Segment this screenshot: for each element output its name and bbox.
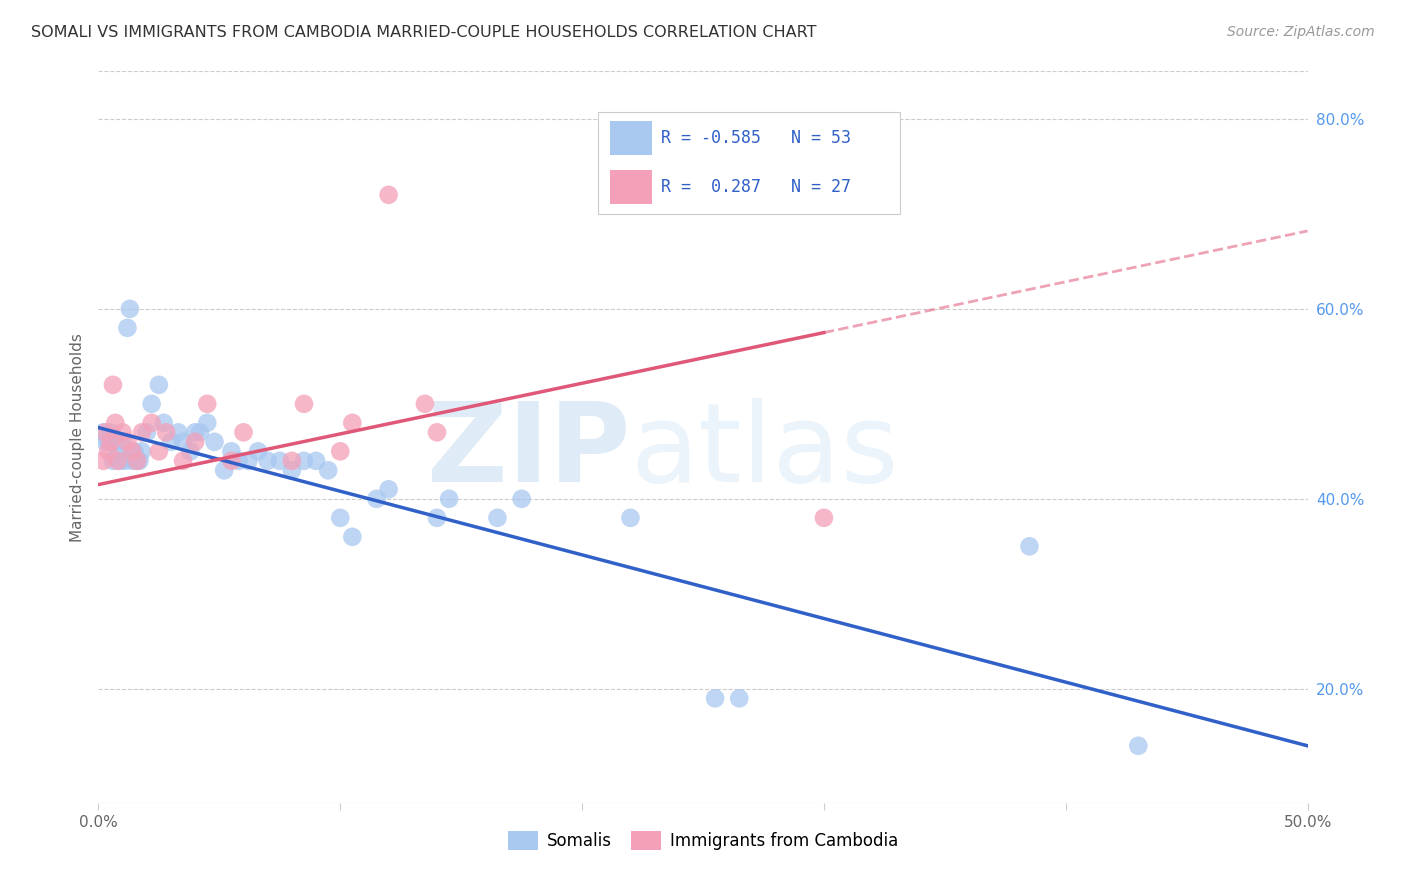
Point <box>131 444 153 458</box>
Point <box>128 454 150 468</box>
Point <box>188 425 211 440</box>
Point <box>152 416 174 430</box>
Point <box>179 444 201 458</box>
Point <box>221 454 243 468</box>
Point <box>228 454 250 468</box>
Point <box>97 444 120 458</box>
Text: Source: ZipAtlas.com: Source: ZipAtlas.com <box>1227 25 1375 39</box>
Point <box>619 511 641 525</box>
Point <box>131 425 153 440</box>
Point <box>101 454 124 468</box>
Point <box>108 454 131 468</box>
Point <box>813 511 835 525</box>
Point <box>704 691 727 706</box>
Point <box>127 454 149 468</box>
FancyBboxPatch shape <box>610 170 652 204</box>
Point <box>316 463 339 477</box>
Point <box>121 444 143 458</box>
Legend: Somalis, Immigrants from Cambodia: Somalis, Immigrants from Cambodia <box>502 824 904 856</box>
Point <box>94 434 117 449</box>
Point <box>114 454 136 468</box>
Point <box>305 454 328 468</box>
Point <box>155 425 177 440</box>
Point <box>107 444 129 458</box>
Point <box>426 425 449 440</box>
Point <box>148 377 170 392</box>
Point <box>256 454 278 468</box>
Point <box>172 454 194 468</box>
Point <box>247 444 270 458</box>
Point <box>329 511 352 525</box>
Text: ZIP: ZIP <box>427 398 630 505</box>
Point <box>111 425 134 440</box>
Text: R = -0.585   N = 53: R = -0.585 N = 53 <box>661 128 851 146</box>
Point <box>148 444 170 458</box>
Point <box>141 416 163 430</box>
Point <box>172 434 194 449</box>
Point <box>1128 739 1150 753</box>
Point <box>269 454 291 468</box>
Point <box>104 416 127 430</box>
Point <box>124 444 146 458</box>
Point <box>97 434 120 449</box>
Point <box>1018 539 1040 553</box>
Point <box>377 483 399 497</box>
Point <box>342 416 364 430</box>
Point <box>101 377 124 392</box>
Point <box>117 434 139 449</box>
Point <box>292 397 315 411</box>
Point <box>135 425 157 440</box>
Point <box>329 444 352 458</box>
Point <box>104 434 127 449</box>
Point <box>728 691 751 706</box>
Point <box>184 434 207 449</box>
Point <box>100 425 122 440</box>
Point <box>221 444 243 458</box>
Text: SOMALI VS IMMIGRANTS FROM CAMBODIA MARRIED-COUPLE HOUSEHOLDS CORRELATION CHART: SOMALI VS IMMIGRANTS FROM CAMBODIA MARRI… <box>31 25 817 40</box>
FancyBboxPatch shape <box>598 112 900 214</box>
Point <box>377 187 399 202</box>
Point <box>117 321 139 335</box>
Point <box>281 454 304 468</box>
Point <box>195 397 218 411</box>
Point <box>437 491 460 506</box>
Point <box>342 530 364 544</box>
Point <box>292 454 315 468</box>
Point <box>167 425 190 440</box>
Point <box>413 397 436 411</box>
Point <box>184 425 207 440</box>
Point <box>100 434 122 449</box>
Text: R =  0.287   N = 27: R = 0.287 N = 27 <box>661 178 851 196</box>
Point <box>127 454 149 468</box>
Point <box>212 463 235 477</box>
Point <box>91 454 114 468</box>
Point <box>121 454 143 468</box>
Point <box>366 491 388 506</box>
Point <box>91 425 114 440</box>
Point <box>510 491 533 506</box>
Point <box>141 397 163 411</box>
Point <box>426 511 449 525</box>
Point <box>111 434 134 449</box>
FancyBboxPatch shape <box>610 120 652 154</box>
Point <box>107 454 129 468</box>
Point <box>195 416 218 430</box>
Point <box>94 425 117 440</box>
Point <box>118 301 141 316</box>
Point <box>281 463 304 477</box>
Point <box>486 511 509 525</box>
Text: atlas: atlas <box>630 398 898 505</box>
Point <box>232 425 254 440</box>
Point <box>238 454 260 468</box>
Point <box>160 434 183 449</box>
Point <box>204 434 226 449</box>
Y-axis label: Married-couple Households: Married-couple Households <box>70 333 86 541</box>
